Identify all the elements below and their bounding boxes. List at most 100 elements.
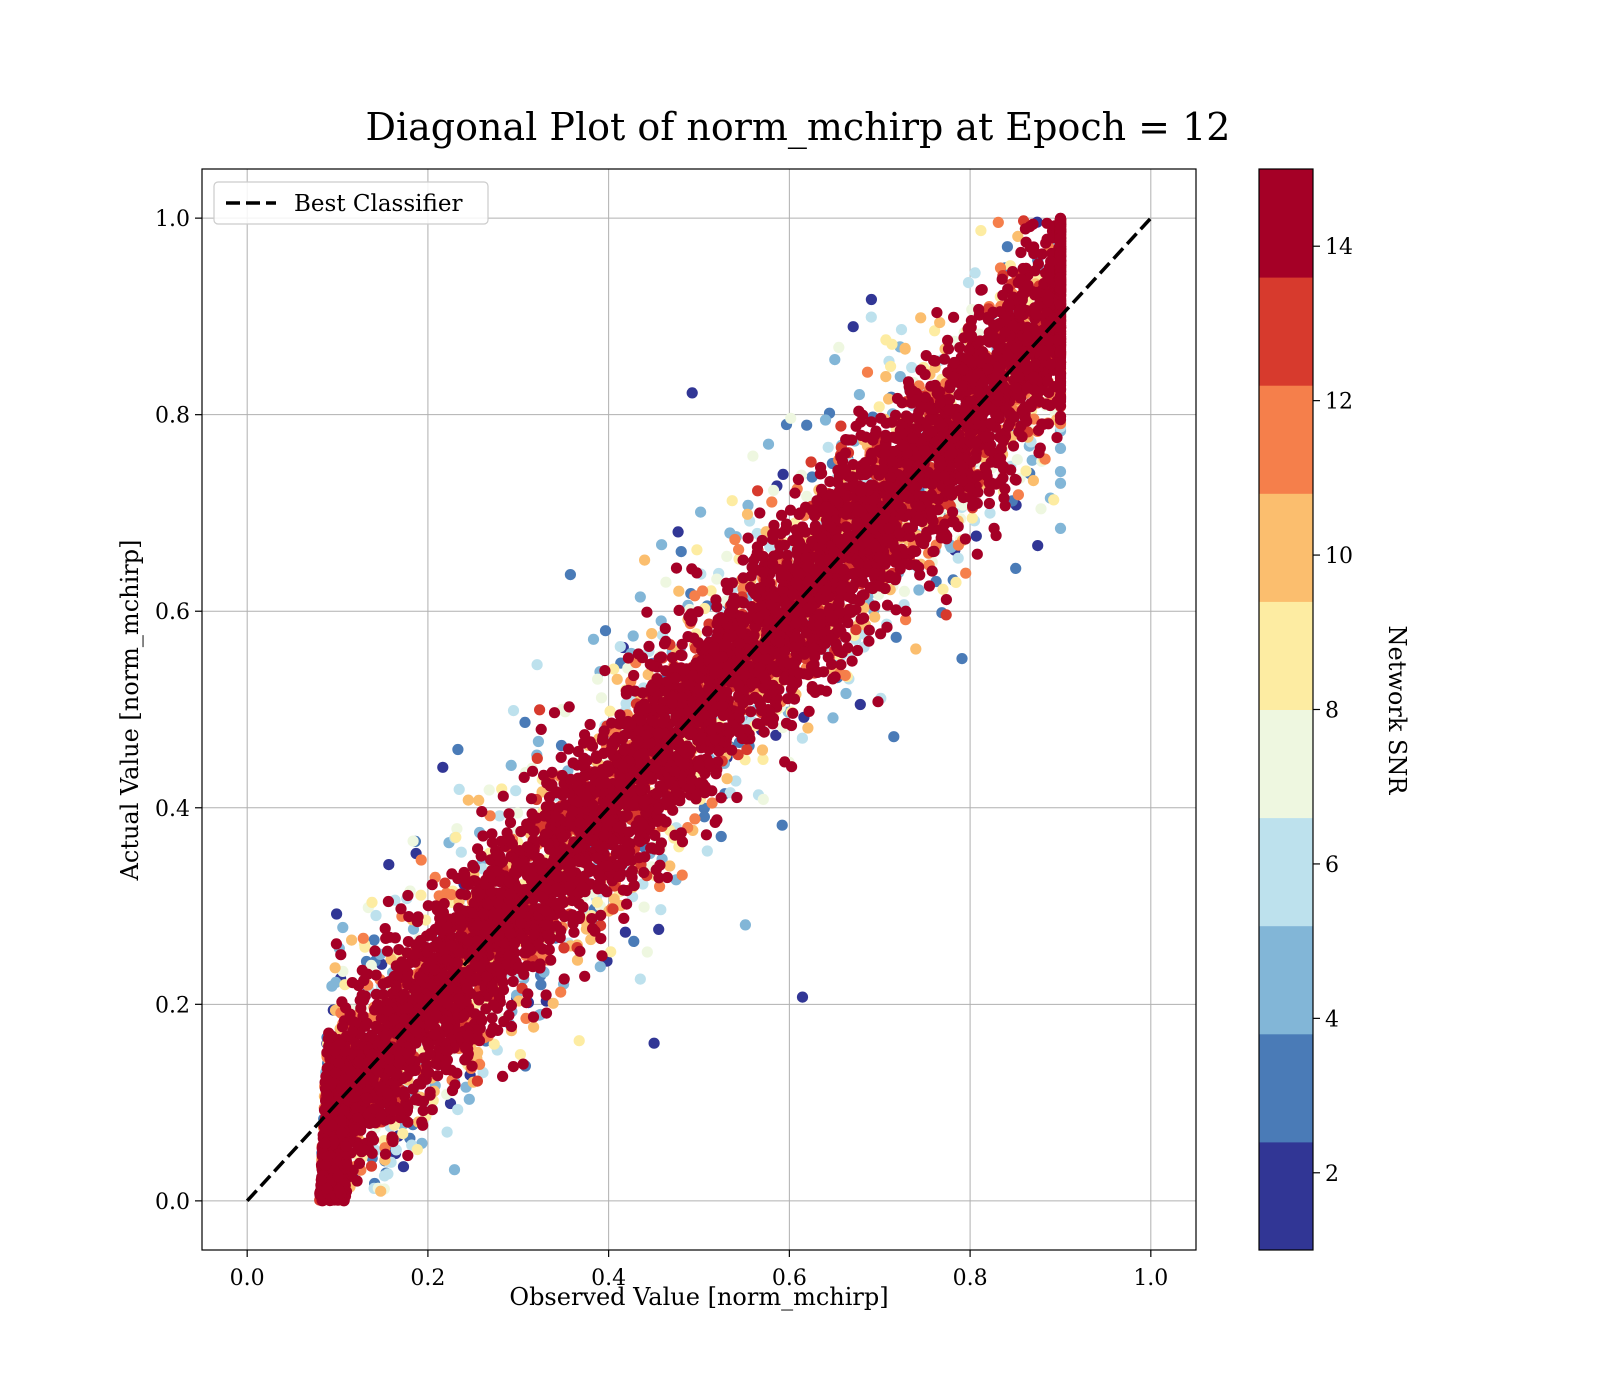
scatter-point bbox=[853, 389, 866, 401]
scatter-point bbox=[956, 653, 968, 665]
scatter-point bbox=[737, 554, 749, 566]
scatter-point bbox=[673, 585, 685, 597]
scatter-point bbox=[1020, 465, 1032, 477]
scatter-point bbox=[448, 1164, 461, 1176]
scatter-point bbox=[611, 673, 623, 685]
scatter-point bbox=[483, 784, 495, 796]
scatter-point bbox=[655, 904, 667, 916]
scatter-point bbox=[331, 908, 343, 920]
scatter-point bbox=[952, 552, 964, 564]
scatter-point bbox=[1048, 494, 1060, 506]
scatter-point bbox=[805, 456, 817, 468]
scatter-point bbox=[525, 793, 538, 805]
scatter-point bbox=[514, 1049, 527, 1061]
scatter-point bbox=[733, 544, 745, 556]
scatter-point bbox=[599, 665, 611, 677]
scatter-point bbox=[532, 735, 545, 748]
scatter-point bbox=[1007, 440, 1020, 452]
scatter-point bbox=[382, 1168, 394, 1180]
scatter-point bbox=[488, 1038, 500, 1050]
scatter-point bbox=[531, 752, 543, 765]
scatter-point bbox=[511, 807, 524, 819]
scatter-point bbox=[802, 722, 814, 734]
scatter-point bbox=[865, 293, 878, 306]
scatter-point bbox=[1010, 474, 1022, 486]
scatter-point bbox=[705, 585, 717, 597]
scatter-point bbox=[770, 729, 782, 741]
scatter-point bbox=[697, 585, 709, 597]
scatter-point bbox=[766, 496, 778, 508]
scatter-point bbox=[676, 869, 688, 881]
scatter-point bbox=[587, 633, 600, 645]
scatter-point bbox=[484, 810, 496, 822]
scatter-point bbox=[505, 759, 517, 772]
scatter-point bbox=[627, 630, 639, 642]
scatter-point bbox=[605, 946, 617, 958]
scatter-point bbox=[829, 354, 841, 366]
scatter-point bbox=[379, 1148, 392, 1160]
scatter-point bbox=[497, 790, 509, 802]
scatter-point bbox=[840, 631, 852, 644]
scatter-point bbox=[471, 1075, 483, 1087]
scatter-point bbox=[439, 877, 451, 889]
scatter-point bbox=[573, 1035, 585, 1047]
scatter-point bbox=[522, 988, 534, 1000]
scatter-point bbox=[556, 769, 568, 782]
scatter-point bbox=[833, 341, 845, 353]
scatter-point bbox=[726, 495, 738, 507]
scatter-point bbox=[669, 829, 681, 841]
scatter-point bbox=[585, 933, 597, 946]
scatter-point bbox=[894, 371, 906, 383]
scatter-point bbox=[691, 544, 703, 556]
scatter-point bbox=[741, 508, 754, 520]
scatter-point bbox=[365, 1160, 378, 1172]
scatter-point bbox=[564, 569, 577, 581]
scatter-point bbox=[756, 744, 769, 756]
scatter-point bbox=[634, 973, 646, 985]
scatter-point bbox=[729, 533, 741, 546]
scatter-point bbox=[653, 872, 665, 884]
scatter-point bbox=[742, 499, 754, 511]
scatter-point bbox=[739, 919, 752, 931]
scatter-point bbox=[337, 921, 349, 934]
scatter-point bbox=[689, 813, 701, 825]
scatter-point bbox=[869, 611, 881, 623]
scatter-point bbox=[608, 663, 620, 675]
scatter-point bbox=[397, 1161, 410, 1173]
scatter-point bbox=[900, 614, 912, 626]
scatter-point bbox=[346, 934, 358, 946]
scatter-point bbox=[706, 797, 718, 809]
scatter-point bbox=[1007, 266, 1019, 278]
scatter-point bbox=[415, 889, 427, 901]
scatter-point bbox=[534, 704, 546, 716]
scatter-point bbox=[1054, 466, 1067, 478]
scatter-point bbox=[822, 441, 834, 453]
scatter-point bbox=[641, 946, 653, 958]
scatter-point bbox=[639, 554, 651, 566]
scatter-point bbox=[715, 792, 727, 804]
scatter-point bbox=[451, 823, 463, 835]
scatter-point bbox=[445, 889, 457, 901]
scatter-point bbox=[757, 793, 769, 806]
scatter-point bbox=[563, 743, 575, 755]
chart-title: Diagonal Plot of norm_mchirp at Epoch = … bbox=[366, 105, 1231, 150]
scatter-point bbox=[660, 576, 672, 588]
scatter-point bbox=[673, 604, 685, 617]
scatter-point bbox=[504, 816, 517, 829]
scatter-point bbox=[547, 997, 559, 1009]
scatter-point bbox=[700, 829, 713, 841]
scatter-point bbox=[701, 845, 713, 857]
scatter-point bbox=[1035, 503, 1047, 515]
scatter-point bbox=[660, 665, 672, 677]
scatter-point bbox=[865, 311, 877, 323]
scatter-point bbox=[574, 945, 586, 957]
scatter-point bbox=[672, 526, 684, 538]
scatter-point bbox=[847, 321, 859, 333]
scatter-point bbox=[869, 600, 881, 612]
scatter-point bbox=[369, 945, 381, 957]
scatter-point bbox=[370, 969, 382, 981]
scatter-point bbox=[411, 1144, 423, 1156]
scatter-point bbox=[1011, 454, 1023, 466]
scatter-point bbox=[752, 485, 764, 497]
scatter-point bbox=[592, 673, 604, 685]
